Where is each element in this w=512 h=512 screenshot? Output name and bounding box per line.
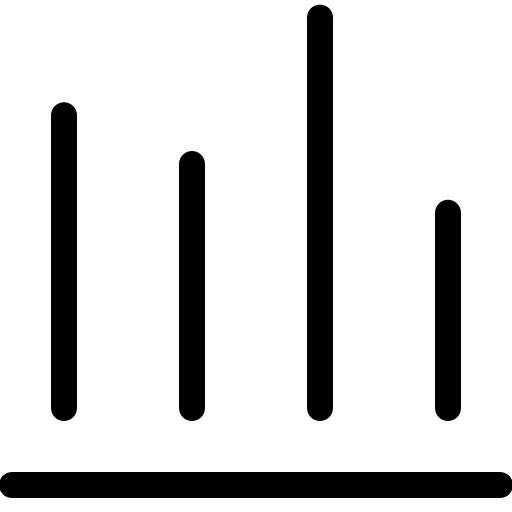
bars-group	[51, 4, 461, 421]
